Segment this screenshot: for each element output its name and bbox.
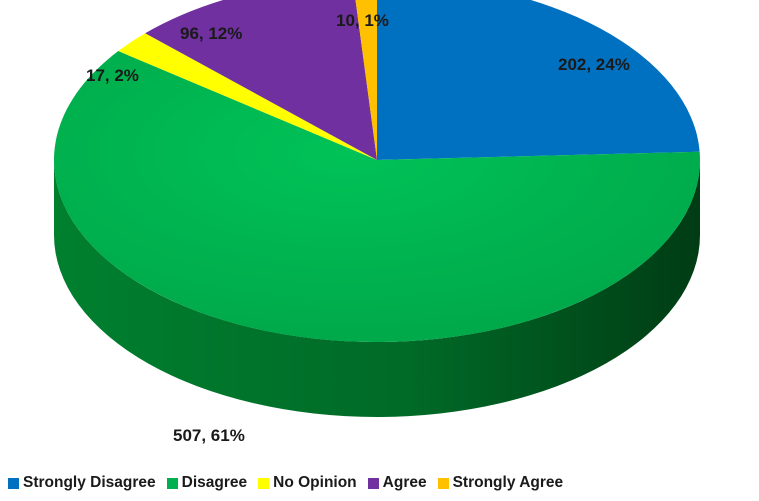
legend-swatch bbox=[258, 477, 270, 489]
legend-label: Strongly Disagree bbox=[23, 474, 156, 491]
legend: Strongly Disagree Disagree No Opinion Ag… bbox=[8, 472, 574, 494]
legend-swatch bbox=[367, 477, 379, 489]
data-label-agree: 96, 12% bbox=[180, 24, 242, 43]
data-label-no-opinion: 17, 2% bbox=[86, 66, 139, 85]
legend-item-no-opinion: No Opinion bbox=[258, 474, 357, 492]
pie-slice-disagree bbox=[54, 51, 701, 342]
pie-slice-strongly-disagree bbox=[377, 0, 700, 160]
pie-sides bbox=[54, 160, 700, 417]
data-label-strongly-agree: 10, 1% bbox=[336, 11, 389, 30]
legend-swatch bbox=[8, 477, 19, 489]
legend-item-strongly-disagree: Strongly Disagree bbox=[8, 474, 156, 492]
pie-chart: 202, 24% 507, 61% 17, 2% 96, 12% 10, 1% bbox=[54, 0, 701, 445]
data-label-strongly-disagree: 202, 24% bbox=[558, 55, 630, 74]
legend-swatch bbox=[166, 477, 178, 489]
pie-side-disagree bbox=[54, 160, 700, 417]
legend-item-disagree: Disagree bbox=[166, 474, 248, 492]
pie-slice-no-opinion bbox=[118, 33, 377, 161]
pie-slice-agree bbox=[145, 0, 377, 160]
legend-item-strongly-agree: Strongly Agree bbox=[437, 474, 564, 492]
legend-item-agree: Agree bbox=[367, 474, 427, 492]
data-label-disagree: 507, 61% bbox=[173, 426, 245, 445]
pie-slices bbox=[54, 0, 701, 342]
legend-label: No Opinion bbox=[273, 474, 357, 491]
data-labels: 202, 24% 507, 61% 17, 2% 96, 12% 10, 1% bbox=[86, 11, 630, 445]
legend-label: Disagree bbox=[181, 474, 248, 491]
legend-label: Strongly Agree bbox=[452, 474, 564, 491]
pie-slice-strongly-agree bbox=[355, 0, 377, 160]
legend-swatch bbox=[437, 477, 449, 489]
legend-label: Agree bbox=[382, 474, 427, 491]
